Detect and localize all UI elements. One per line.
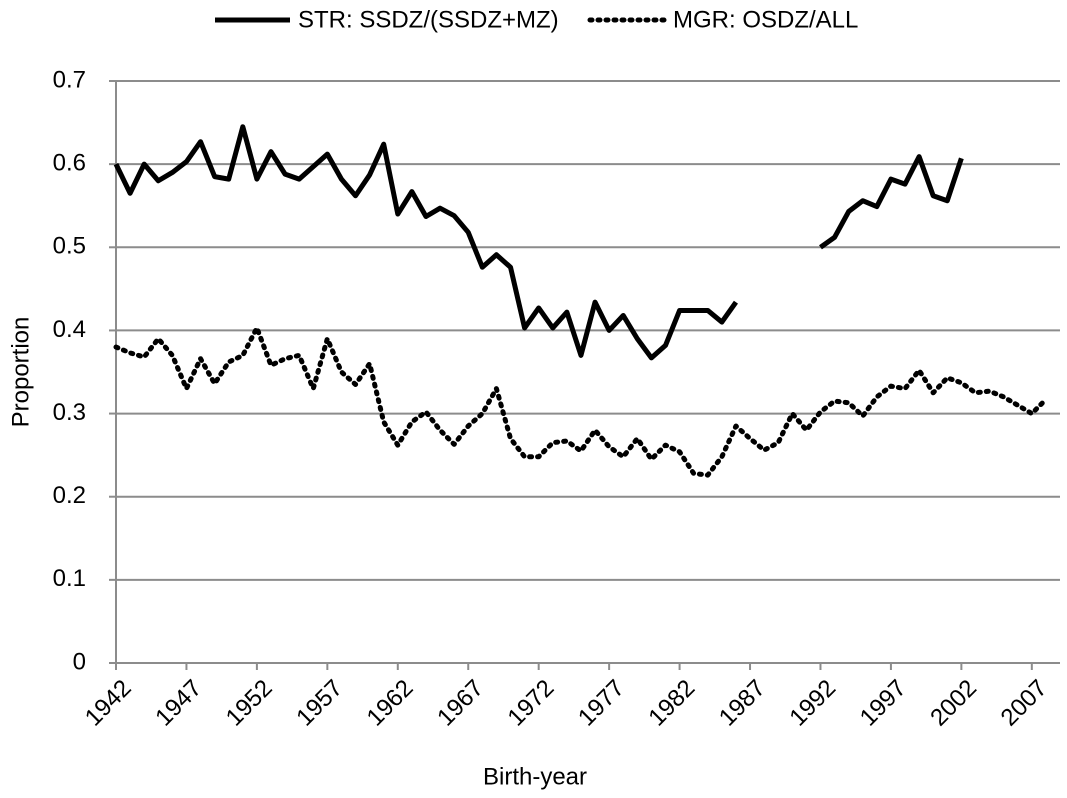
x-tick-label: 1962 [362, 675, 419, 732]
y-tick-label: 0.5 [53, 233, 86, 260]
legend-label: MGR: OSDZ/ALL [673, 6, 858, 33]
y-tick-label: 0.3 [53, 399, 86, 426]
x-tick-label: 1992 [784, 675, 841, 732]
y-tick-label: 0.2 [53, 482, 86, 509]
x-tick-label: 2002 [925, 675, 982, 732]
x-tick-label: 1942 [80, 675, 137, 732]
y-tick-label: 0.4 [53, 316, 86, 343]
y-tick-label: 0.7 [53, 66, 86, 93]
x-tick-label: 1987 [714, 675, 771, 732]
y-tick-label: 0.6 [53, 149, 86, 176]
x-tick-label: 1972 [503, 675, 560, 732]
x-tick-label: 1997 [855, 675, 912, 732]
x-axis-label: Birth-year [483, 763, 587, 790]
x-tick-label: 1982 [643, 675, 700, 732]
y-tick-label: 0 [73, 648, 86, 675]
x-tick-label: 1957 [291, 675, 348, 732]
y-tick-label: 0.1 [53, 565, 86, 592]
x-tick-label: 1977 [573, 675, 630, 732]
y-axis-label: Proportion [7, 317, 34, 428]
x-tick-label: 1947 [150, 675, 207, 732]
x-tick-label: 2007 [996, 675, 1053, 732]
x-tick-label: 1952 [221, 675, 278, 732]
x-tick-label: 1967 [432, 675, 489, 732]
legend-label: STR: SSDZ/(SSDZ+MZ) [298, 6, 559, 33]
series-line [113, 124, 964, 361]
series-line [113, 325, 1049, 478]
